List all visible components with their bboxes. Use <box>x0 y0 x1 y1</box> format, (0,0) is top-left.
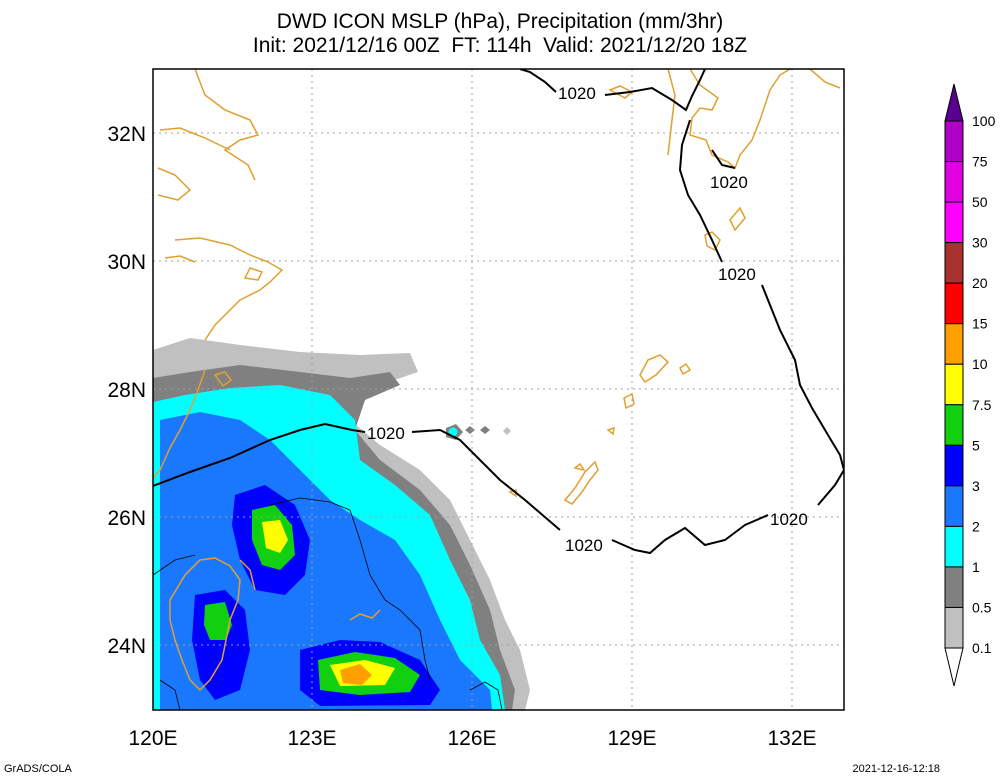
colorbar-label: 3 <box>972 478 980 494</box>
lon-label: 132E <box>767 727 816 750</box>
map-subtitle: Init: 2021/12/16 00Z FT: 114h Valid: 202… <box>252 34 748 57</box>
colorbar-bottom-cap <box>944 647 964 687</box>
lon-label: 120E <box>128 727 177 750</box>
precip-cell-core <box>448 427 458 437</box>
colorbar-box <box>944 242 964 284</box>
precip-speck-3 <box>503 427 511 435</box>
lon-label: 123E <box>287 727 336 750</box>
colorbar-box <box>944 363 964 406</box>
isobars <box>153 69 844 555</box>
colorbar-label: 7.5 <box>972 397 992 413</box>
colorbar-label: 15 <box>972 316 988 332</box>
lat-label: 30N <box>107 251 146 274</box>
precipitation-field <box>153 338 530 710</box>
colorbar-label: 10 <box>972 356 988 372</box>
colorbar-label: 0.1 <box>972 640 992 656</box>
lat-label: 24N <box>107 635 146 658</box>
colorbar-label: 100 <box>972 113 996 129</box>
lat-label: 28N <box>107 379 146 402</box>
colorbar-box <box>944 201 964 244</box>
precip-7.5a <box>262 520 288 553</box>
isobar-label: 1020 <box>770 510 808 529</box>
footer-credit: GrADS/COLA <box>4 763 72 775</box>
map-title: DWD ICON MSLP (hPa), Precipitation (mm/3… <box>276 10 724 33</box>
colorbar-box <box>944 485 964 527</box>
colorbar-boxes <box>944 120 964 649</box>
lat-label: 32N <box>107 123 146 146</box>
precip-10 <box>340 664 372 685</box>
precip-5b <box>204 602 232 640</box>
colorbar-box <box>944 282 964 325</box>
lon-label: 129E <box>607 727 656 750</box>
colorbar-label: 1 <box>972 559 980 575</box>
colorbar-box <box>944 566 964 608</box>
colorbar-top-cap <box>944 83 964 122</box>
colorbar-box <box>944 323 964 365</box>
isobar-label: 1020 <box>565 536 603 555</box>
lat-label: 26N <box>107 507 146 530</box>
faint-contours <box>153 497 503 710</box>
lon-label: 126E <box>447 727 496 750</box>
colorbar-box <box>944 444 964 487</box>
colorbar-label: 75 <box>972 154 988 170</box>
colorbar-box <box>944 161 964 203</box>
colorbar-box <box>944 525 964 568</box>
footer-timestamp: 2021-12-16-12:18 <box>852 763 940 775</box>
colorbar-label: 2 <box>972 518 980 534</box>
colorbar-label: 0.5 <box>972 599 992 615</box>
isobar-label: 1020 <box>710 173 748 192</box>
grid <box>153 69 844 710</box>
plot-area <box>153 69 844 710</box>
colorbar-label: 20 <box>972 275 988 291</box>
isobar-label: 1020 <box>718 265 756 284</box>
isobar-label: 1020 <box>558 84 596 103</box>
plot-frame <box>152 68 845 711</box>
isobar-label: 1020 <box>367 424 405 443</box>
colorbar-label: 5 <box>972 437 980 453</box>
coastlines <box>153 69 841 692</box>
colorbar-box <box>944 120 964 163</box>
colorbar: 100 75 50 30 20 15 10 7.5 5 3 2 1 0.5 0.1 <box>944 83 996 687</box>
colorbar-box <box>944 606 964 649</box>
colorbar-label: 30 <box>972 235 988 251</box>
precip-speck-1 <box>465 426 475 434</box>
precip-speck-2 <box>480 426 490 434</box>
colorbar-label: 50 <box>972 194 988 210</box>
colorbar-box <box>944 404 964 446</box>
